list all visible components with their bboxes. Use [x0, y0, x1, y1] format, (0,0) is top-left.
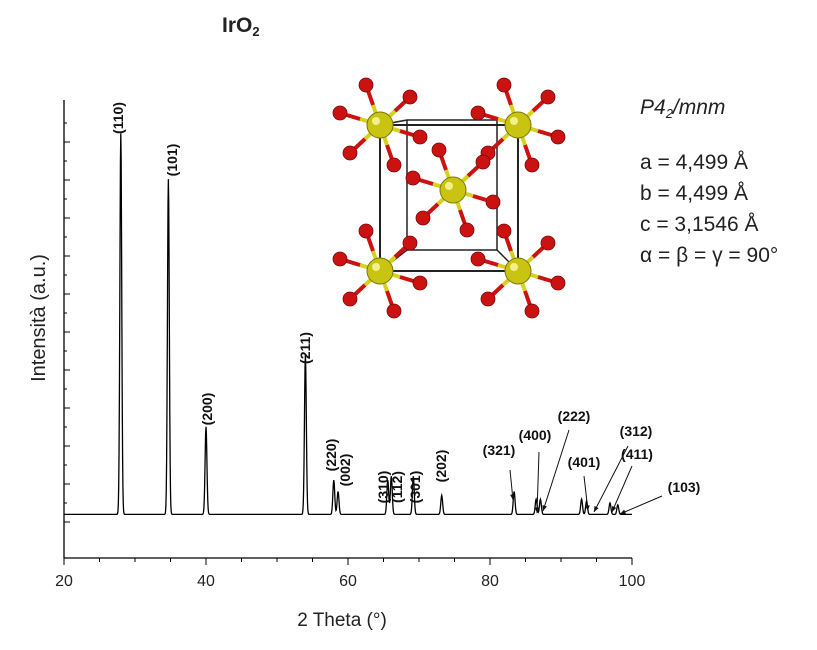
iridium-atom [504, 111, 532, 139]
oxygen-atom [550, 129, 566, 145]
peak-arrowhead [612, 506, 617, 512]
peak-arrowhead [534, 507, 540, 513]
y-axis-label: Intensità (a.u.) [28, 254, 50, 382]
peak-label: (321) [483, 442, 516, 458]
oxygen-atom [485, 194, 501, 210]
oxygen-atom [524, 303, 540, 319]
x-tick-label: 100 [619, 573, 646, 590]
oxygen-atom [470, 105, 486, 121]
peak-label: (211) [297, 332, 313, 364]
title-formula: IrO [222, 14, 253, 37]
peak-label: (222) [558, 408, 591, 424]
oxygen-atom [358, 223, 374, 239]
crystal-structure [332, 77, 566, 319]
lattice-b: b = 4,499 Å [640, 182, 749, 205]
oxygen-atom [402, 89, 418, 105]
oxygen-atom [550, 275, 566, 291]
oxygen-atom [342, 145, 358, 161]
x-tick-label: 60 [339, 573, 357, 590]
peak-label: (101) [164, 144, 180, 177]
iridium-highlight [510, 117, 518, 125]
chart-title: IrO2 [222, 14, 260, 39]
peak-arrowhead [620, 509, 626, 514]
iridium-highlight [445, 182, 453, 190]
title-subscript: 2 [252, 24, 260, 39]
oxygen-atom [540, 235, 556, 251]
oxygen-atom [332, 105, 348, 121]
peak-leader-line [611, 465, 633, 513]
space-group-prefix: P4 [640, 96, 666, 119]
peak-label: (112) [389, 471, 405, 503]
iridium-highlight [372, 117, 380, 125]
peak-label: (411) [621, 446, 653, 462]
peak-arrowhead [585, 505, 590, 511]
oxygen-atom [480, 291, 496, 307]
oxygen-atom [342, 291, 358, 307]
iridium-highlight [372, 263, 380, 271]
iridium-atom [366, 257, 394, 285]
peak-label: (301) [407, 471, 423, 504]
oxygen-atom [524, 157, 540, 173]
peak-leader-line [619, 495, 663, 515]
x-axis-label: 2 Theta (°) [297, 610, 387, 631]
peak-leader-line [593, 445, 629, 513]
iridium-atom [439, 176, 467, 204]
structure-parameters: P42/mnm a = 4,499 Å b = 4,499 Å c = 3,15… [640, 96, 778, 271]
x-tick-label: 80 [481, 573, 499, 590]
space-group: P42/mnm [640, 96, 778, 121]
peak-arrowhead [594, 506, 599, 512]
oxygen-atom [540, 89, 556, 105]
peak-arrowhead [542, 505, 547, 511]
oxygen-atom [386, 303, 402, 319]
oxygen-atom [496, 77, 512, 93]
peak-leader-line [583, 475, 589, 512]
peak-label: (400) [519, 427, 552, 443]
peak-label: (401) [568, 454, 601, 470]
x-tick-label: 20 [55, 573, 73, 590]
x-tick-label: 40 [197, 573, 215, 590]
oxygen-atom [470, 251, 486, 267]
oxygen-atom [415, 210, 431, 226]
oxygen-atom [496, 223, 512, 239]
iridium-atom [504, 257, 532, 285]
oxygen-atom [475, 154, 491, 170]
oxygen-atom [459, 222, 475, 238]
peak-leader-line [536, 451, 540, 514]
oxygen-atom [332, 251, 348, 267]
peak-label: (200) [199, 393, 215, 426]
peak-label: (002) [337, 454, 353, 487]
peak-label: (103) [668, 479, 701, 495]
peak-arrowhead [510, 494, 515, 500]
lattice-angles: α = β = γ = 90° [640, 244, 779, 267]
oxygen-atom [412, 129, 428, 145]
oxygen-atom [412, 275, 428, 291]
space-group-suffix: /mnm [672, 96, 726, 119]
oxygen-atom [405, 170, 421, 186]
oxygen-atom [402, 235, 418, 251]
lattice-c: c = 3,1546 Å [640, 213, 759, 236]
lattice-a: a = 4,499 Å [640, 151, 749, 174]
oxygen-atom [431, 142, 447, 158]
iridium-atom [366, 111, 394, 139]
peak-label: (312) [620, 423, 653, 439]
peak-label: (110) [110, 102, 126, 134]
peak-label: (310) [375, 471, 391, 504]
oxygen-atom [358, 77, 374, 93]
peak-label: (220) [323, 439, 339, 472]
peak-leader-line [542, 429, 570, 512]
oxygen-atom [386, 157, 402, 173]
peak-label: (202) [433, 450, 449, 483]
space-group-subscript: 2 [665, 106, 673, 121]
iridium-highlight [510, 263, 518, 271]
